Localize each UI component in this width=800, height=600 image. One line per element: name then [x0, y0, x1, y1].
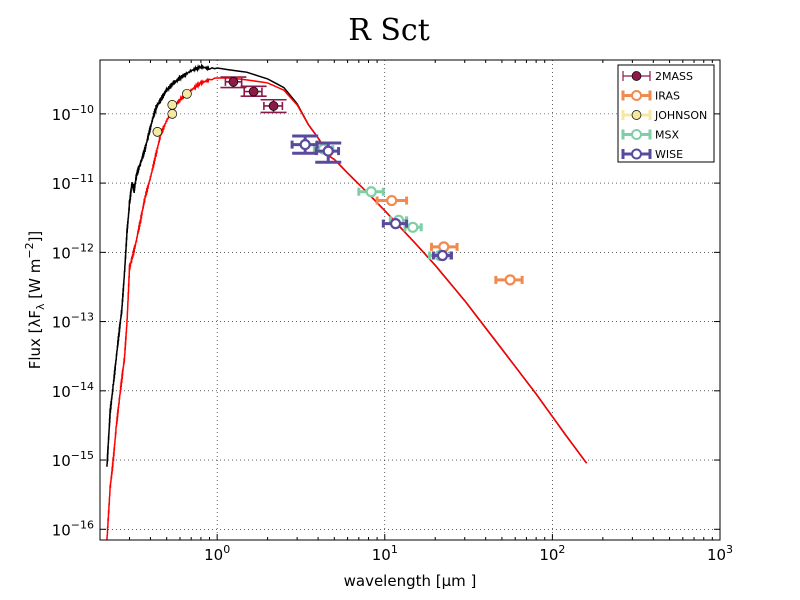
series-2mass — [220, 76, 287, 114]
legend-label: MSX — [655, 129, 679, 142]
data-point — [248, 86, 259, 97]
legend-item-2mass: 2MASS — [622, 70, 693, 83]
grid-lines — [100, 60, 721, 540]
x-axis-ticks: 100 101 102 103 — [129, 60, 733, 564]
legend-item-iras: IRAS — [621, 90, 680, 103]
legend-marker — [631, 148, 642, 160]
data-point — [167, 100, 178, 110]
legend-marker — [631, 90, 642, 101]
x-tick-label: 100 — [204, 543, 230, 564]
model-reddened — [106, 77, 588, 540]
data-point — [322, 145, 334, 157]
series-johnson — [152, 88, 192, 137]
legend-marker — [631, 129, 642, 140]
y-axis-label: Flux [λFλ [W m−2]] — [23, 231, 47, 370]
data-point — [504, 274, 516, 286]
y-tick-label: 10−10 — [52, 103, 94, 124]
legend-marker — [631, 110, 642, 120]
model-unreddened — [106, 62, 588, 467]
legend-label: WISE — [655, 148, 683, 161]
data-points — [152, 76, 524, 286]
series-iras — [375, 194, 524, 286]
data-point — [167, 109, 178, 119]
chart-title: R Sct — [348, 13, 430, 48]
y-tick-label: 10−11 — [52, 172, 94, 193]
legend-label: JOHNSON — [654, 109, 707, 122]
y-axis-ticks: 10−16 10−15 10−14 10−13 10−12 10−11 10−10 — [52, 103, 720, 539]
y-tick-label: 10−14 — [52, 380, 94, 401]
data-point — [228, 77, 239, 87]
legend-item-johnson: JOHNSON — [621, 109, 707, 122]
model-curves — [106, 62, 588, 540]
legend-item-msx: MSX — [621, 129, 679, 142]
x-tick-label: 103 — [707, 543, 733, 564]
legend-label: 2MASS — [655, 70, 693, 83]
y-tick-label: 10−16 — [52, 518, 94, 539]
legend-item-wise: WISE — [621, 148, 683, 161]
data-point — [365, 186, 377, 198]
series-wise — [290, 134, 453, 262]
y-tick-label: 10−12 — [52, 241, 94, 262]
data-point — [299, 138, 311, 151]
legend-label: IRAS — [655, 90, 680, 103]
data-point — [436, 249, 449, 262]
data-point — [389, 218, 402, 230]
x-tick-label: 102 — [539, 543, 565, 564]
svg-text:Flux [λFλ [W m−2]]: Flux [λFλ [W m−2]] — [23, 231, 47, 370]
x-axis-label: wavelength [μm ] — [344, 572, 477, 590]
data-point — [407, 221, 419, 233]
legend-marker — [631, 71, 642, 81]
data-point — [268, 101, 279, 111]
y-tick-label: 10−15 — [52, 449, 94, 470]
plot-frame — [99, 59, 721, 541]
legend: 2MASS IRAS JOHNSON MSX WISE — [617, 64, 715, 163]
data-point — [152, 126, 163, 137]
y-tick-label: 10−13 — [52, 311, 94, 332]
data-point — [386, 194, 398, 207]
x-tick-label: 101 — [372, 543, 398, 564]
data-point — [182, 88, 192, 99]
